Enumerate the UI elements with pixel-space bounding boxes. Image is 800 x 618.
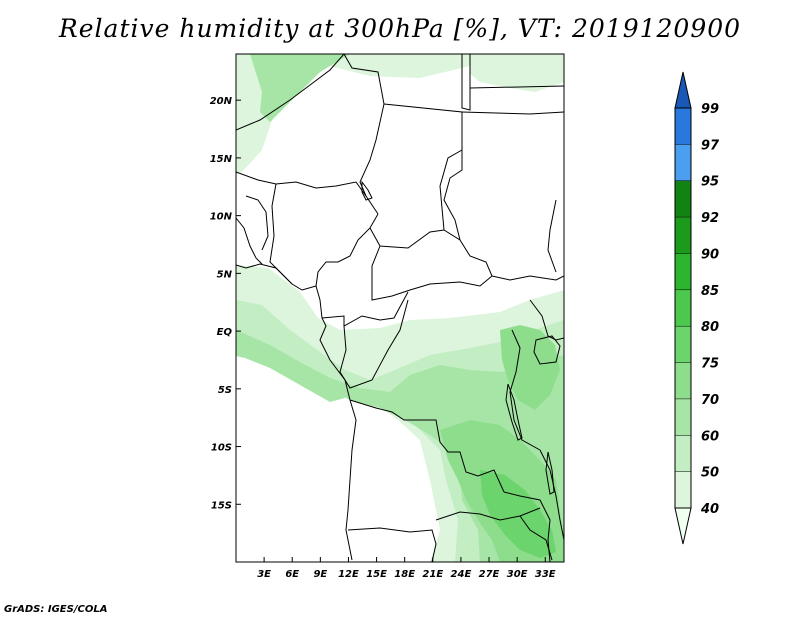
colorbar-level-label: 99: [701, 102, 719, 117]
colorbar-box: [675, 471, 691, 508]
lat-tick-label: 20N: [210, 96, 233, 107]
colorbar-box: [675, 180, 691, 218]
humidity-region-west-coast: [236, 338, 345, 402]
border-guinea: [245, 195, 269, 251]
lat-tick-label: 10S: [211, 443, 232, 454]
colorbar-box: [675, 326, 691, 363]
border-angola-namibia: [347, 527, 437, 562]
lon-tick-label: 9E: [313, 569, 327, 580]
border-uganda-kenya: [529, 299, 564, 341]
border-nigeria-cameroon: [315, 213, 379, 287]
colorbar-max-triangle: [674, 71, 692, 109]
border-chad-car: [369, 227, 493, 277]
border-zimbabwe: [503, 491, 551, 562]
lake-malawi: [545, 451, 555, 495]
border-sahel: [236, 171, 367, 197]
lat-tick-label: 15N: [210, 154, 233, 165]
border-libya-egypt: [461, 54, 471, 111]
border-drc-east: [509, 329, 541, 451]
border-egypt-sudan: [469, 85, 564, 89]
lon-tick-label: 30E: [507, 569, 528, 580]
colorbar-box: [675, 398, 691, 436]
colorbar-min-triangle: [674, 507, 692, 545]
lake-victoria: [533, 335, 561, 365]
colorbar-level-label: 97: [701, 138, 720, 153]
colorbar-box: [675, 362, 691, 399]
lon-tick-label: 21E: [422, 569, 443, 580]
border-mali-algeria: [236, 54, 345, 131]
colorbar-level-label: 75: [701, 357, 719, 372]
colorbar-level-label: 80: [701, 320, 719, 335]
colorbar-box: [675, 253, 691, 290]
border-chad-sudan: [443, 150, 463, 241]
colorbar-box: [675, 217, 691, 254]
border-cameroon-gabon: [321, 291, 409, 327]
lat-tick-label: 15S: [211, 500, 232, 511]
country-borders: [236, 54, 564, 562]
border-west-sahel: [236, 217, 263, 265]
colorbar-box: [675, 108, 691, 145]
map-title: Relative humidity at 300hPa [%], VT: 201…: [58, 14, 742, 43]
border-algeria-libya: [343, 54, 385, 215]
lon-tick-label: 27E: [479, 569, 500, 580]
colorbar-box: [675, 435, 691, 472]
colorbar-level-label: 85: [701, 284, 719, 299]
lon-tick-label: 12E: [338, 569, 359, 580]
lon-tick-label: 6E: [285, 569, 299, 580]
colorbar-level-label: 50: [701, 466, 719, 481]
border-sudan-ethiopia: [547, 199, 557, 273]
colorbar-box: [675, 144, 691, 181]
lon-axis: 3E 6E 9E 12E 15E 18E 21E 24E 27E 30E 33E: [257, 557, 556, 580]
lat-tick-label: EQ: [217, 327, 233, 338]
lat-tick-label: 5S: [218, 385, 232, 396]
lat-tick-label: 10N: [210, 212, 233, 223]
border-congo: [339, 299, 409, 389]
border-nigeria: [269, 183, 293, 285]
humidity-region-north-inner: [250, 54, 350, 122]
lon-tick-label: 18E: [394, 569, 415, 580]
colorbar-level-label: 95: [701, 175, 719, 190]
humidity-region-southeast-max: [480, 470, 556, 558]
lon-tick-label: 33E: [535, 569, 556, 580]
lake-chad: [361, 180, 373, 201]
border-sudan-east: [461, 111, 564, 115]
humidity-region-ne-corner: [470, 54, 564, 92]
lat-axis: 20N 15N 10N 5N EQ 5S 10S 15S: [210, 96, 241, 511]
colorbar-level-label: 40: [700, 502, 719, 517]
border-niger-chad: [383, 103, 463, 231]
colorbar-level-label: 90: [701, 247, 719, 262]
colorbar: 40 50 60 70 75 80 85 90 92 95 97 99: [674, 71, 720, 545]
colorbar-level-label: 60: [701, 429, 719, 444]
border-car-south: [371, 245, 493, 301]
grads-credit: GrADS: IGES/COLA: [4, 604, 108, 615]
colorbar-level-label: 70: [701, 393, 719, 408]
lon-tick-label: 15E: [366, 569, 387, 580]
lake-tanganyika: [505, 383, 523, 441]
humidity-region-lakes: [500, 325, 560, 410]
lat-tick-label: 5N: [217, 269, 233, 280]
border-zambia: [435, 507, 541, 521]
lon-tick-label: 3E: [257, 569, 271, 580]
colorbar-box: [675, 289, 691, 327]
border-south-sudan: [491, 275, 564, 281]
lon-tick-label: 24E: [451, 569, 472, 580]
map-frame: [235, 53, 565, 563]
border-drc-angola: [349, 399, 505, 493]
humidity-field: [236, 54, 564, 562]
colorbar-level-label: 92: [701, 211, 719, 226]
border-mozambique: [519, 515, 553, 561]
